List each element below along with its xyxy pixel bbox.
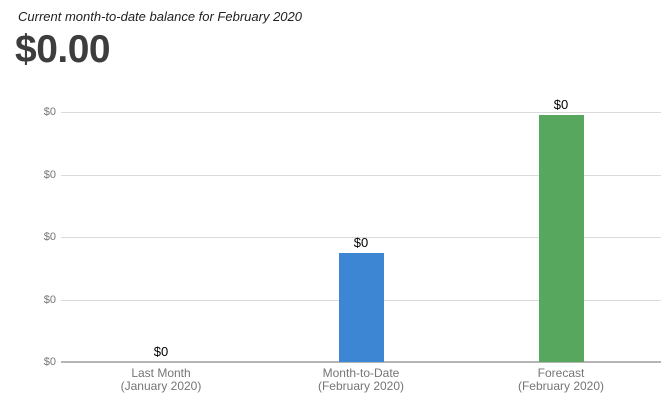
y-axis-tick-label: $0 [43, 356, 56, 368]
bar-value-label: $0 [553, 97, 569, 112]
gridline [61, 237, 661, 238]
category-name: Forecast [537, 366, 585, 380]
y-axis-tick-label: $0 [43, 169, 56, 181]
bar-month-to-date[interactable] [339, 253, 384, 362]
bar-value-label: $0 [153, 344, 169, 359]
y-axis-tick-label: $0 [43, 106, 56, 118]
x-axis-category-label: Last Month (January 2020) [61, 367, 261, 393]
category-period: (January 2020) [120, 379, 202, 393]
chart-title: Current month-to-date balance for Februa… [18, 9, 302, 24]
y-axis-tick-label: $0 [43, 294, 56, 306]
current-balance-amount: $0.00 [15, 28, 111, 71]
gridline [61, 175, 661, 176]
x-axis-category-label: Forecast (February 2020) [461, 367, 661, 393]
gridline [61, 112, 661, 113]
category-period: (February 2020) [517, 379, 605, 393]
bar-forecast[interactable] [539, 115, 584, 362]
category-name: Last Month [131, 366, 191, 380]
category-name: Month-to-Date [322, 366, 400, 380]
x-axis-category-label: Month-to-Date (February 2020) [261, 367, 461, 393]
category-period: (February 2020) [317, 379, 405, 393]
y-axis-tick-label: $0 [43, 231, 56, 243]
bar-value-label: $0 [353, 235, 369, 250]
x-axis-baseline [61, 361, 661, 363]
